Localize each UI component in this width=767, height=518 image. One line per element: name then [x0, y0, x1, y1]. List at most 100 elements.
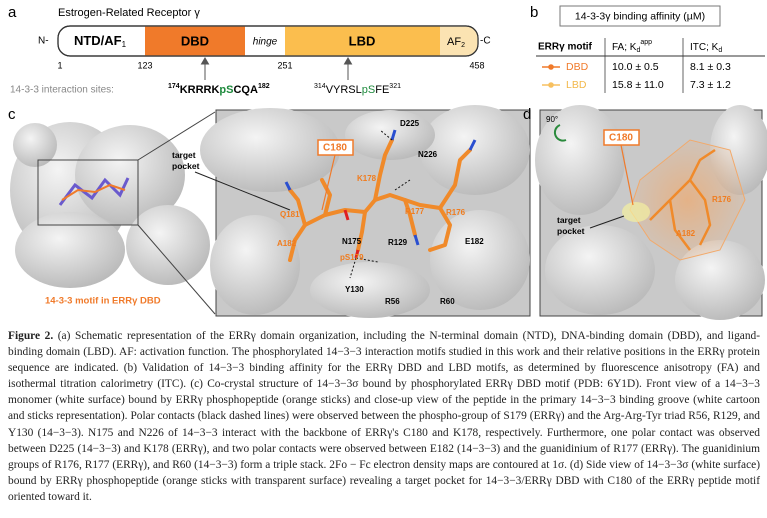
surface-blob: [545, 225, 655, 315]
bar-outline: [57, 25, 479, 57]
rotation-label: 90°: [546, 115, 558, 124]
residue-label: C180: [609, 133, 633, 144]
residue-label: R60: [440, 297, 455, 306]
protein-title: Estrogen-Related Receptor γ: [58, 7, 200, 19]
residue-label: R176: [446, 208, 466, 217]
panel-label: c: [8, 106, 16, 123]
panel-caption: 14-3-3 motif in ERRγ DBD: [45, 296, 161, 307]
surface-blob: [126, 205, 210, 285]
header-text: ITC; K: [690, 42, 719, 53]
residue-label: C180: [323, 143, 347, 154]
residue-label: R56: [385, 297, 400, 306]
n-terminus: N-: [38, 36, 49, 47]
c-terminus: -C: [480, 36, 491, 47]
residue-label: N175: [342, 237, 362, 246]
zoom-box: [37, 159, 139, 226]
position-label: 458: [469, 60, 484, 70]
pocket-label: target pocket: [172, 150, 200, 171]
surface-blob: [310, 262, 430, 318]
header-sub: d: [718, 47, 722, 54]
residue-label: R176: [712, 195, 732, 204]
atom: [390, 129, 397, 141]
domain-name: AF: [447, 36, 461, 48]
residue-label: Y130: [345, 285, 364, 294]
atom: [343, 209, 350, 221]
residue-label: R129: [388, 238, 408, 247]
peptide-sticks: [649, 148, 716, 251]
surface-blob: [430, 210, 530, 310]
atom: [284, 181, 292, 191]
residue-label: pS179: [340, 253, 364, 262]
residue-box: [317, 139, 354, 156]
caption-label: Figure 2.: [8, 330, 54, 342]
residue-label: A182: [676, 229, 696, 238]
sidechain: [403, 198, 417, 237]
residue-label: R177: [405, 207, 425, 216]
surface-blob: [345, 110, 435, 160]
sidechain: [320, 178, 332, 217]
pocket-line: pocket: [557, 226, 585, 236]
pocket: [622, 202, 650, 222]
peptide-sticks: [288, 138, 472, 262]
peptide: [61, 183, 126, 201]
residue-pointer: [321, 154, 336, 211]
residue-label: A182: [277, 239, 297, 248]
arrowhead: [200, 57, 210, 65]
seq-end: 182: [258, 83, 270, 90]
seq-part: KRRRK: [180, 84, 220, 96]
position-label: 251: [277, 60, 292, 70]
surface-blob: [675, 240, 765, 320]
header-sup: app: [640, 39, 652, 46]
pocket-line: target: [172, 150, 196, 160]
residue-label: K178: [357, 174, 377, 183]
pocket-line: target: [557, 215, 581, 225]
zoom-line: [137, 111, 216, 161]
oxygen-atoms: [343, 209, 360, 259]
pocket-arrow: [589, 215, 625, 229]
residue-label: D225: [400, 119, 420, 128]
site-sequence: 174KRRRKpSCQA182: [168, 83, 270, 96]
domain-sub: 1: [122, 40, 127, 49]
closeup: [200, 105, 531, 318]
domain-bar: NTD/AF1 DBD hinge LBD AF2: [57, 25, 479, 57]
surface-blob: [200, 108, 340, 192]
header-sub: d: [636, 47, 640, 54]
sidechain: [373, 138, 394, 202]
contact: [379, 129, 393, 141]
header-text: FA; K: [612, 42, 637, 53]
panel-label: d: [523, 106, 531, 123]
surface-blob: [15, 212, 125, 288]
surface-blob: [535, 105, 625, 215]
legend-marker: [542, 64, 560, 70]
sidechain: [356, 210, 367, 252]
domain-name: NTD/AF: [74, 33, 122, 48]
row-motif: DBD: [566, 61, 589, 73]
surface-blob: [210, 215, 300, 315]
sidechain: [288, 188, 307, 227]
atom: [413, 234, 420, 246]
overview-surface: [10, 111, 216, 315]
domain-label: NTD/AF1: [74, 33, 127, 49]
surface-blob: [13, 123, 57, 167]
panel-label: a: [8, 4, 17, 21]
seq-start: 314: [314, 83, 326, 90]
backbone: [288, 193, 452, 262]
residue-label: E182: [465, 237, 484, 246]
residue-pointer: [620, 144, 634, 206]
header-itc: ITC; Kd: [690, 42, 722, 54]
affinity-title: 14-3-3γ binding affinity (µM): [575, 10, 705, 22]
pocket-line: pocket: [172, 161, 200, 171]
af2-block: [440, 26, 478, 56]
row-fa: 15.8 ± 11.0: [612, 79, 664, 91]
nitrogen-atoms: [284, 129, 477, 246]
seq-phospho: pS: [219, 84, 233, 96]
figure-caption: Figure 2. (a) Schematic representation o…: [8, 328, 760, 505]
marker-dot: [548, 64, 554, 70]
caption-text: (a) Schematic representation of the ERRγ…: [8, 330, 760, 503]
domain-label: AF2: [447, 36, 465, 49]
domain-label: DBD: [181, 33, 209, 48]
row-fa: 10.0 ± 0.5: [612, 61, 659, 73]
marker-dot: [548, 82, 554, 88]
position-label: 123: [137, 60, 152, 70]
